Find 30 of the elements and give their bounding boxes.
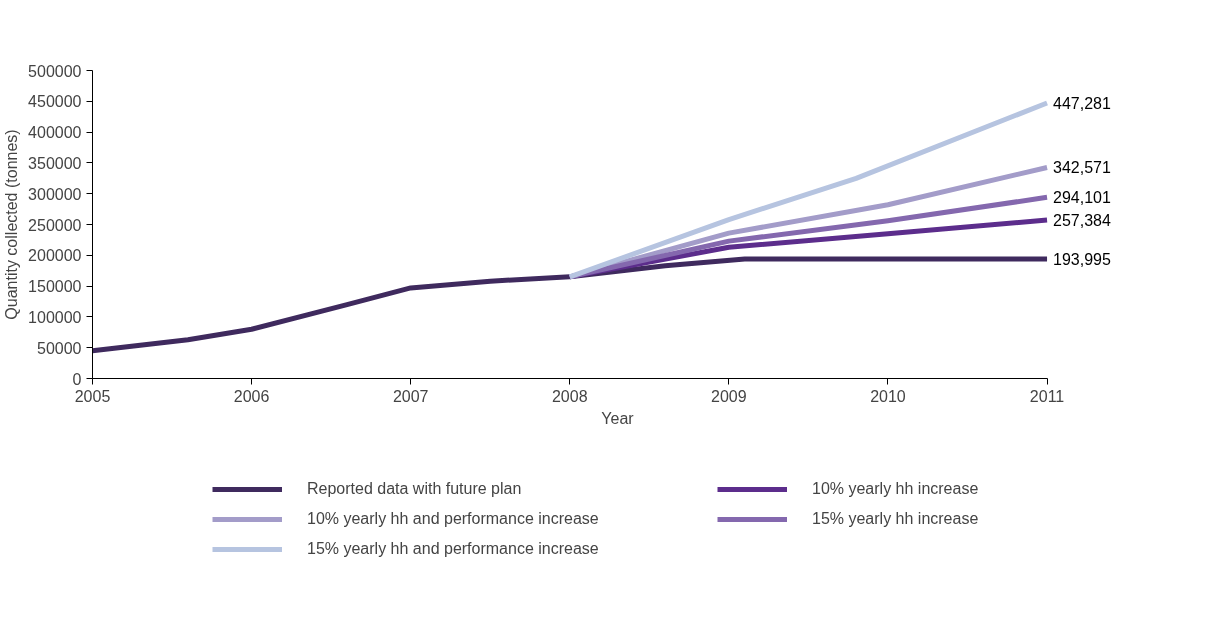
y-tick-label: 350000 bbox=[28, 154, 82, 172]
data-label: 294,101 bbox=[1053, 189, 1111, 207]
x-tick-label: 2009 bbox=[711, 387, 747, 405]
y-tick-label: 450000 bbox=[28, 93, 82, 111]
x-tick-label: 2007 bbox=[392, 387, 429, 405]
data-label: 447,281 bbox=[1053, 94, 1111, 112]
data-label: 342,571 bbox=[1053, 159, 1111, 177]
data-label: 257,384 bbox=[1053, 211, 1111, 229]
legend-label: 15% yearly hh increase bbox=[812, 510, 980, 528]
legend-label: Reported data with future plan bbox=[307, 480, 523, 498]
x-tick-label: 2006 bbox=[233, 387, 270, 405]
x-tick-label: 2010 bbox=[870, 387, 906, 405]
y-tick-label: 500000 bbox=[28, 62, 82, 80]
y-tick-label: 300000 bbox=[28, 185, 82, 203]
y-axis-title: Quantity collected (tonnes) bbox=[3, 129, 21, 320]
y-tick-label: 200000 bbox=[28, 247, 82, 265]
y-tick-label: 400000 bbox=[28, 124, 82, 142]
legend-label: 10% yearly hh and performance increase bbox=[307, 510, 600, 528]
y-tick-label: 50000 bbox=[37, 339, 82, 357]
x-tick-label: 2011 bbox=[1029, 387, 1065, 405]
data-label: 193,995 bbox=[1053, 251, 1111, 268]
x-axis-title: Year bbox=[601, 409, 635, 427]
y-tick-label: 150000 bbox=[28, 278, 82, 296]
y-tick-label: 100000 bbox=[28, 308, 82, 326]
y-tick-label: 250000 bbox=[28, 216, 82, 234]
x-tick-label: 2008 bbox=[551, 387, 588, 405]
y-tick-label: 0 bbox=[72, 370, 82, 388]
x-tick-label: 2005 bbox=[74, 387, 111, 405]
legend-label: 10% yearly hh increase bbox=[812, 480, 980, 498]
legend-label: 15% yearly hh and performance increase bbox=[307, 540, 600, 558]
